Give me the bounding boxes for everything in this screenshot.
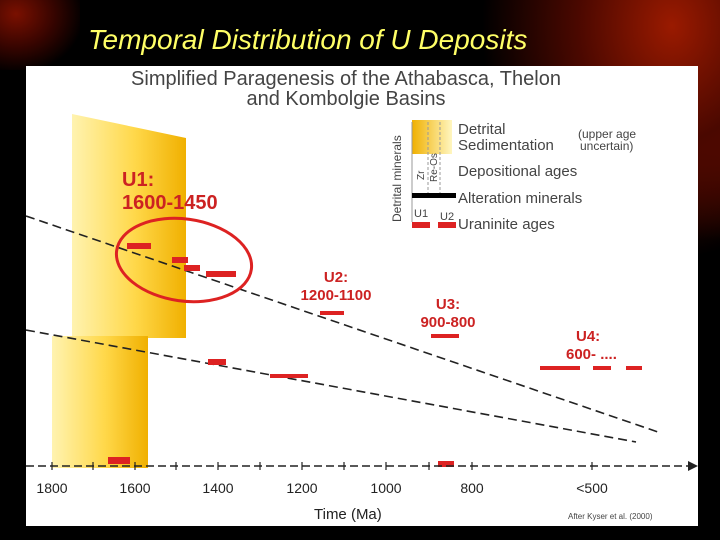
uraninite-bar [127,243,151,249]
u1-label-line2: 1600-1450 [122,192,218,214]
sedimentation-band-upper [72,114,186,338]
legend-detrital-sedimentation-line2: Sedimentation [458,137,554,154]
u1-label-line1: U1: [122,169,155,191]
u4-label-line2: 600- .... [566,346,617,363]
legend-uraninite-u1 [412,222,430,228]
u4-label-line1: U4: [576,328,601,345]
uraninite-bar [626,366,642,370]
u3-label-line2: 900-800 [420,314,476,331]
legend-u1: U1 [414,208,429,220]
uraninite-bar [206,271,236,277]
uraninite-bar [431,334,459,338]
legend-zr: Zr [416,170,427,180]
legend-uraninite-ages: Uraninite ages [458,216,555,233]
uraninite-bar [184,265,200,271]
legend-detrital-minerals: Detrital minerals [390,135,404,222]
axis-tick-label: 1800 [36,480,68,496]
legend-depositional-ages: Depositional ages [458,163,578,180]
u2-label-line2: 1200-1100 [300,287,372,304]
lower-dashed-trend [26,329,637,443]
uraninite-bar [540,366,580,370]
uraninite-bar [172,257,188,263]
figure-title-line2: and Kombolgie Basins [246,88,446,110]
uraninite-bar [593,366,611,370]
sedimentation-band-lower [52,336,148,468]
legend-upper-age-line2: uncertain) [580,139,634,153]
axis-tick-label: 1200 [286,480,318,496]
figure-graphics [26,114,698,471]
axis-tick-label: 800 [460,480,484,496]
legend-re-os: Re-Os [429,153,440,182]
figure-title-line1: Simplified Paragenesis of the Athabasca,… [131,68,561,90]
uraninite-bar [208,359,226,365]
u2-label-line1: U2: [323,269,349,286]
uraninite-bar [320,311,344,315]
axis-tick-label: 1400 [202,480,234,496]
x-axis-title: Time (Ma) [314,506,382,523]
uraninite-bar [270,374,308,378]
flame-decoration-left [0,0,80,70]
legend-alteration-bar [412,193,456,198]
figure-credit: After Kyser et al. (2000) [568,512,653,521]
legend-uraninite-u2 [438,222,456,228]
axis-tick-label: 1600 [119,480,151,496]
uraninite-bar [438,461,454,467]
u3-label-line1: U3: [435,296,461,313]
paragenesis-figure: Simplified Paragenesis of the Athabasca,… [26,66,698,526]
legend-u2: U2 [440,211,455,223]
axis-tick-label: <500 [576,480,608,496]
axis-tick-label: 1000 [370,480,402,496]
legend-upper-age-line1: (upper age [578,127,637,141]
legend-detrital-sedimentation-line1: Detrital [458,121,506,138]
slide-title: Temporal Distribution of U Deposits [88,24,528,55]
axis-ticks [51,462,593,470]
uraninite-bar [108,457,130,464]
legend-sedimentation-swatch [412,120,452,154]
time-axis-arrow [688,461,698,471]
u1-highlight-circle [114,216,254,304]
legend-alteration-minerals: Alteration minerals [458,190,583,207]
